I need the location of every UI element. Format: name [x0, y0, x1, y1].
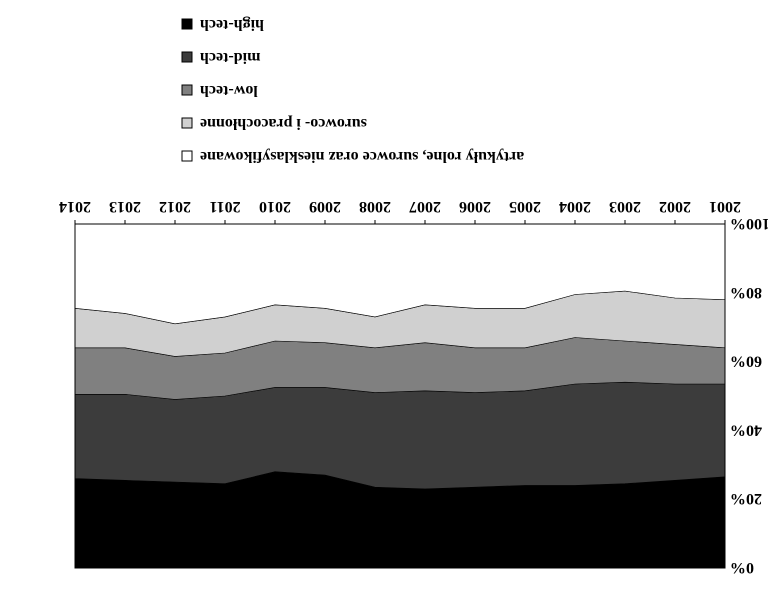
y-tick-label: 20% [730, 490, 762, 507]
x-tick-label: 2007 [409, 198, 441, 215]
y-tick-label: 0% [730, 559, 754, 576]
y-tick-label: 100% [730, 215, 768, 232]
x-tick-label: 2005 [509, 198, 541, 215]
legend-label-3: surowco- i pracochłonne [200, 115, 367, 132]
y-tick-label: 60% [730, 353, 762, 370]
plot-frame [74, 223, 726, 569]
y-axis-ticks: 0% 20% 40% 60% 80% 100% [730, 215, 768, 576]
legend-label-2: low-tech [200, 82, 258, 99]
x-tick-label: 2008 [359, 198, 391, 215]
legend-label-1: mid-tech [200, 49, 261, 66]
x-tick-label: 2011 [209, 198, 240, 215]
x-tick-label: 2010 [259, 198, 291, 215]
x-tick-label: 2001 [709, 198, 741, 215]
x-tick-label: 2014 [59, 198, 91, 215]
legend-swatch-2 [181, 84, 193, 96]
y-tick-label: 80% [730, 284, 762, 301]
legend-swatch-4 [181, 150, 193, 162]
x-tick-label: 2012 [159, 198, 191, 215]
x-tick-label: 2013 [109, 198, 141, 215]
x-tick-label: 2009 [309, 198, 341, 215]
legend: high-tech mid-tech low-tech surowco- i prac… [181, 16, 524, 165]
legend-label-0: high-tech [200, 16, 264, 33]
x-tick-label: 2006 [459, 198, 491, 215]
x-tick-label: 2002 [659, 198, 691, 215]
y-tick-label: 40% [730, 421, 762, 438]
legend-label-4: artykuły rolne, surowce oraz niesklasyfi… [200, 148, 524, 165]
x-tick-label: 2004 [559, 198, 591, 215]
legend-swatch-1 [181, 51, 193, 63]
x-tick-label: 2003 [609, 198, 641, 215]
legend-swatch-0 [181, 18, 193, 30]
rotated-chart-group: high-tech mid-tech low-tech surowco- i prac… [59, 16, 768, 576]
plot-areas [74, 223, 726, 569]
x-axis-ticks: 2001 2002 2003 2004 2005 2006 2007 2008 2009 2010… [59, 198, 741, 224]
legend-swatch-3 [181, 117, 193, 129]
